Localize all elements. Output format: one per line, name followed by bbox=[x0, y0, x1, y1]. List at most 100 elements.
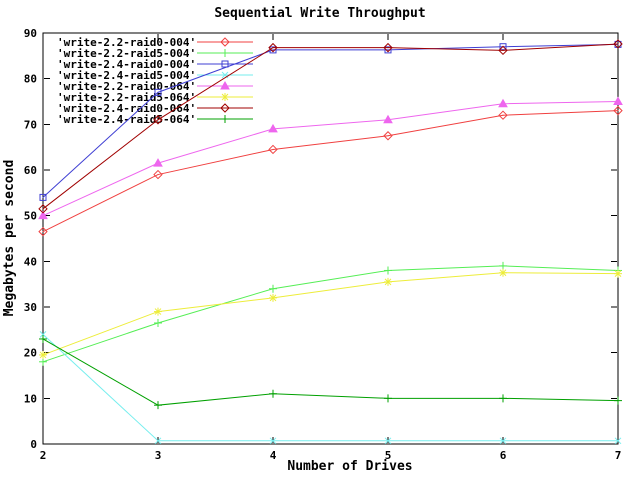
marker-diamond-open bbox=[613, 105, 623, 116]
marker-diamond-open bbox=[613, 39, 623, 49]
marker-x-cross bbox=[499, 437, 507, 445]
marker-x-cross bbox=[269, 437, 277, 445]
marker-square-open bbox=[39, 193, 47, 201]
marker-triangle-filled bbox=[498, 98, 508, 108]
marker-plus bbox=[154, 318, 162, 327]
series-write-2.2-raid5-004 bbox=[39, 261, 622, 366]
series-line bbox=[42, 334, 618, 442]
legend-label: 'write-2.4-raid0-004' bbox=[57, 58, 196, 71]
marker-triangle-filled bbox=[153, 158, 163, 167]
series-write-2.4-raid0-064 bbox=[38, 39, 623, 214]
marker-asterisk bbox=[614, 269, 622, 278]
x-tick-label: 2 bbox=[40, 449, 47, 462]
series-line bbox=[42, 338, 619, 406]
plot-frame: 0 10 20 30 40 50 60 70 80 90 2 3 4 5 6 7 bbox=[24, 27, 622, 462]
series-write-2.4-raid5-004 bbox=[39, 331, 622, 445]
x-tick-label: 5 bbox=[385, 449, 392, 462]
chart-title: Sequential Write Throughput bbox=[214, 6, 425, 21]
line bbox=[614, 270, 622, 278]
series-line bbox=[42, 272, 619, 356]
line bbox=[221, 71, 229, 79]
line bbox=[499, 437, 507, 445]
marker-x-cross bbox=[614, 437, 622, 445]
marker-plus bbox=[499, 394, 507, 403]
marker-asterisk bbox=[269, 293, 277, 302]
chart-legend: 'write-2.2-raid0-004''write-2.2-raid5-00… bbox=[57, 36, 253, 126]
y-tick-label: 30 bbox=[24, 301, 37, 314]
x-tick-label: 6 bbox=[500, 449, 507, 462]
line bbox=[384, 437, 392, 445]
marker-diamond-open bbox=[268, 144, 278, 155]
series-write-2.2-raid0-004 bbox=[38, 105, 623, 237]
marker-asterisk bbox=[384, 277, 392, 286]
legend-item: 'write-2.4-raid0-064' bbox=[57, 102, 253, 115]
line bbox=[154, 437, 162, 445]
marker-asterisk bbox=[154, 307, 162, 316]
series-line bbox=[42, 110, 619, 233]
marker-x-cross bbox=[39, 331, 47, 338]
marker-diamond-open bbox=[38, 226, 48, 237]
marker-diamond-open bbox=[383, 131, 393, 141]
line bbox=[269, 437, 277, 445]
marker-triangle-filled bbox=[383, 114, 393, 124]
marker-diamond-open bbox=[220, 103, 230, 113]
y-tick-label: 20 bbox=[24, 347, 37, 360]
marker-diamond-open bbox=[153, 169, 163, 180]
x-axis-label: Number of Drives bbox=[287, 459, 412, 474]
legend-label: 'write-2.2-raid0-004' bbox=[57, 36, 196, 49]
line bbox=[221, 93, 229, 101]
marker-diamond-open bbox=[383, 42, 393, 53]
marker-plus bbox=[269, 284, 277, 293]
marker-plus bbox=[499, 261, 507, 270]
legend-label: 'write-2.4-raid0-064' bbox=[57, 102, 196, 115]
marker-plus bbox=[269, 389, 277, 398]
y-tick-label: 70 bbox=[24, 118, 37, 131]
marker-plus bbox=[384, 266, 392, 275]
line bbox=[154, 308, 162, 315]
marker-diamond-open bbox=[38, 204, 48, 214]
series-write-2.2-raid0-064 bbox=[38, 96, 623, 220]
marker-square-open bbox=[384, 46, 392, 54]
marker-plus bbox=[221, 49, 229, 57]
series-write-2.4-raid5-064 bbox=[39, 334, 622, 410]
marker-square-open bbox=[221, 60, 229, 68]
x-tick-label: 4 bbox=[270, 449, 277, 462]
marker-diamond-open bbox=[268, 42, 278, 53]
y-axis-label: Megabytes per second bbox=[2, 160, 17, 317]
y-tick-label: 10 bbox=[24, 392, 37, 405]
marker-diamond-open bbox=[498, 45, 508, 56]
series-write-2.2-raid5-064 bbox=[39, 268, 622, 359]
marker-asterisk bbox=[499, 268, 507, 277]
legend-item: 'write-2.4-raid0-004' bbox=[57, 58, 253, 71]
marker-x-cross bbox=[154, 437, 162, 445]
legend-label: 'write-2.4-raid5-064' bbox=[57, 113, 196, 126]
line bbox=[384, 278, 392, 286]
marker-x-cross bbox=[384, 437, 392, 445]
legend-item: 'write-2.4-raid5-064' bbox=[57, 113, 253, 126]
marker-plus bbox=[384, 394, 392, 403]
x-tick-label: 7 bbox=[615, 449, 622, 462]
marker-asterisk bbox=[39, 350, 47, 359]
x-tick-label: 3 bbox=[155, 449, 162, 462]
marker-diamond-open bbox=[153, 115, 163, 125]
marker-square-open bbox=[154, 88, 162, 96]
chart-series bbox=[38, 39, 623, 445]
marker-triangle-filled bbox=[38, 210, 48, 220]
marker-diamond-open bbox=[498, 110, 508, 120]
marker-plus bbox=[39, 334, 47, 343]
line bbox=[499, 269, 507, 277]
line bbox=[39, 351, 47, 359]
y-tick-label: 90 bbox=[24, 27, 37, 40]
legend-item: 'write-2.2-raid5-004' bbox=[57, 47, 253, 60]
line bbox=[39, 331, 47, 338]
y-tick-label: 60 bbox=[24, 164, 37, 177]
marker-plus bbox=[221, 115, 229, 123]
y-tick-label: 0 bbox=[30, 438, 37, 451]
legend-label: 'write-2.4-raid5-004' bbox=[57, 69, 196, 82]
marker-diamond-open bbox=[220, 37, 230, 47]
y-tick-label: 40 bbox=[24, 255, 37, 268]
marker-plus bbox=[614, 396, 622, 405]
marker-triangle-filled bbox=[268, 123, 278, 133]
